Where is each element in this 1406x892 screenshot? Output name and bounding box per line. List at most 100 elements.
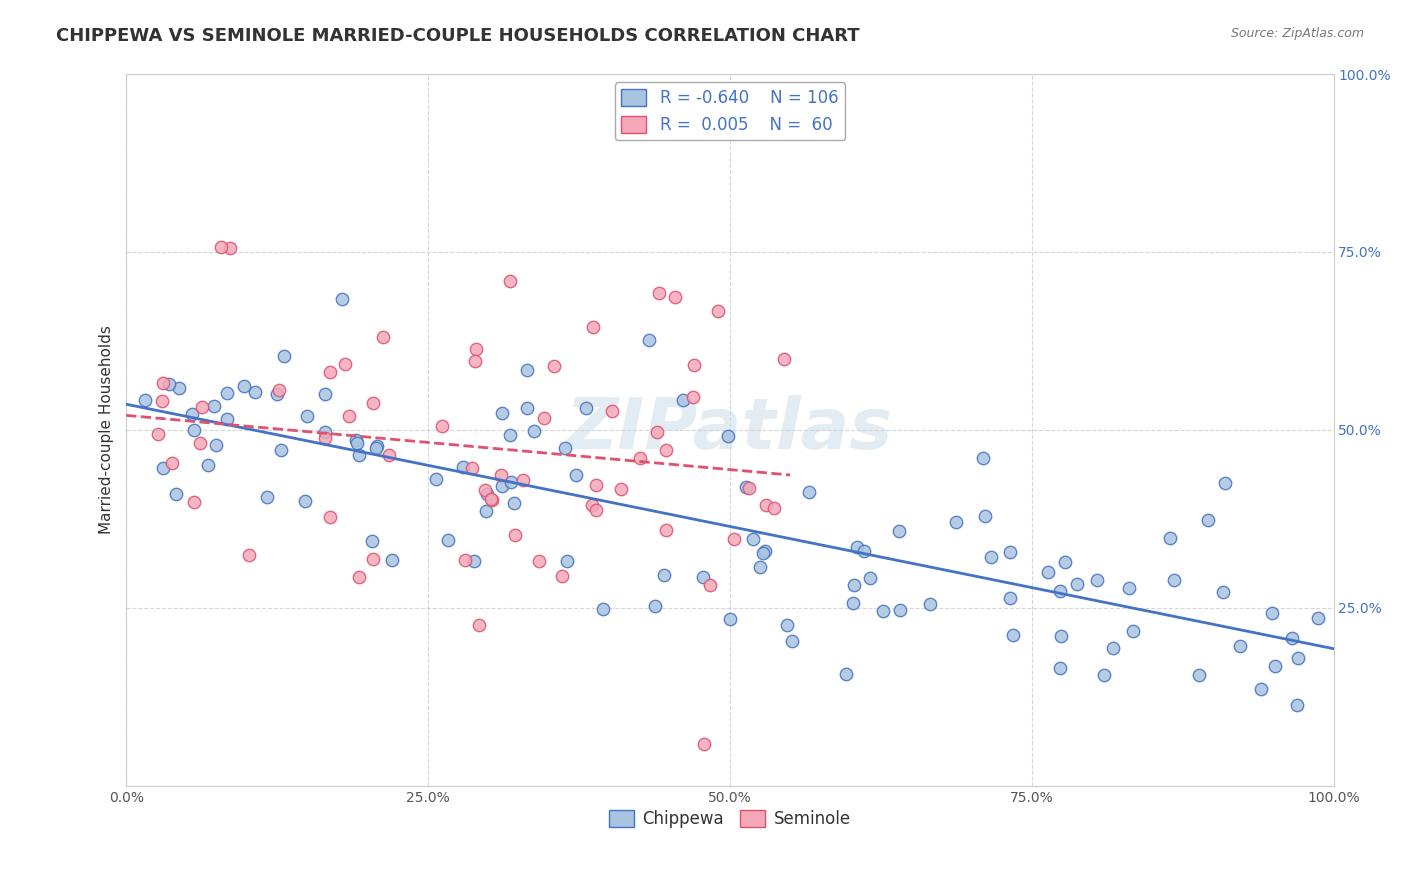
Chippewa <box>1264 658 1286 673</box>
Seminole <box>551 569 574 583</box>
Seminole <box>188 436 211 450</box>
Seminole <box>737 481 759 495</box>
Chippewa <box>1118 581 1140 595</box>
Chippewa <box>887 524 910 538</box>
Chippewa <box>436 533 458 547</box>
Chippewa <box>554 442 576 456</box>
Seminole <box>378 448 401 462</box>
Chippewa <box>672 392 695 407</box>
Chippewa <box>217 411 239 425</box>
Seminole <box>319 510 342 524</box>
Seminole <box>655 442 678 457</box>
Chippewa <box>1094 668 1116 682</box>
Legend: Chippewa, Seminole: Chippewa, Seminole <box>602 803 858 834</box>
Seminole <box>582 319 605 334</box>
Chippewa <box>741 532 763 546</box>
Chippewa <box>425 472 447 486</box>
Seminole <box>333 357 356 371</box>
Seminole <box>763 501 786 516</box>
Chippewa <box>644 599 666 613</box>
Seminole <box>160 457 183 471</box>
Chippewa <box>692 570 714 584</box>
Chippewa <box>638 333 661 347</box>
Chippewa <box>1229 640 1251 654</box>
Chippewa <box>1122 624 1144 638</box>
Chippewa <box>780 633 803 648</box>
Chippewa <box>475 503 498 517</box>
Chippewa <box>945 515 967 529</box>
Seminole <box>467 617 489 632</box>
Chippewa <box>314 425 336 439</box>
Seminole <box>318 366 340 380</box>
Chippewa <box>776 618 799 632</box>
Chippewa <box>381 552 404 566</box>
Seminole <box>585 502 607 516</box>
Chippewa <box>654 568 676 582</box>
Chippewa <box>842 596 865 610</box>
Seminole <box>647 286 669 301</box>
Chippewa <box>1000 591 1022 606</box>
Chippewa <box>1261 606 1284 620</box>
Seminole <box>479 491 502 506</box>
Chippewa <box>565 467 588 482</box>
Chippewa <box>344 433 367 447</box>
Chippewa <box>477 487 499 501</box>
Seminole <box>692 737 714 751</box>
Chippewa <box>1306 611 1329 625</box>
Chippewa <box>330 292 353 306</box>
Chippewa <box>347 448 370 462</box>
Chippewa <box>205 438 228 452</box>
Chippewa <box>366 440 388 454</box>
Chippewa <box>797 484 820 499</box>
Seminole <box>150 394 173 409</box>
Chippewa <box>889 603 911 617</box>
Chippewa <box>1085 573 1108 587</box>
Seminole <box>529 554 551 568</box>
Chippewa <box>1281 631 1303 645</box>
Chippewa <box>523 424 546 438</box>
Seminole <box>238 548 260 562</box>
Chippewa <box>1049 584 1071 599</box>
Seminole <box>347 570 370 584</box>
Seminole <box>190 400 212 414</box>
Seminole <box>465 342 488 356</box>
Chippewa <box>920 597 942 611</box>
Chippewa <box>134 393 156 408</box>
Chippewa <box>592 601 614 615</box>
Seminole <box>682 391 704 405</box>
Chippewa <box>169 381 191 395</box>
Chippewa <box>202 399 225 413</box>
Seminole <box>581 498 603 512</box>
Chippewa <box>491 406 513 420</box>
Chippewa <box>845 541 868 555</box>
Chippewa <box>1286 650 1309 665</box>
Seminole <box>474 483 496 497</box>
Seminole <box>464 354 486 368</box>
Chippewa <box>516 363 538 377</box>
Chippewa <box>858 571 880 585</box>
Seminole <box>152 376 174 390</box>
Chippewa <box>346 435 368 450</box>
Chippewa <box>853 544 876 558</box>
Chippewa <box>1053 555 1076 569</box>
Seminole <box>699 578 721 592</box>
Chippewa <box>835 667 858 681</box>
Chippewa <box>1050 629 1073 643</box>
Chippewa <box>361 533 384 548</box>
Chippewa <box>872 604 894 618</box>
Text: CHIPPEWA VS SEMINOLE MARRIED-COUPLE HOUSEHOLDS CORRELATION CHART: CHIPPEWA VS SEMINOLE MARRIED-COUPLE HOUS… <box>56 27 860 45</box>
Seminole <box>337 409 360 423</box>
Chippewa <box>1197 513 1219 527</box>
Seminole <box>491 468 513 483</box>
Chippewa <box>1286 698 1309 712</box>
Chippewa <box>157 376 180 391</box>
Seminole <box>585 478 607 492</box>
Seminole <box>454 552 477 566</box>
Chippewa <box>752 546 775 560</box>
Chippewa <box>233 378 256 392</box>
Chippewa <box>270 442 292 457</box>
Chippewa <box>1159 532 1181 546</box>
Chippewa <box>998 545 1021 559</box>
Seminole <box>361 551 384 566</box>
Seminole <box>610 482 633 496</box>
